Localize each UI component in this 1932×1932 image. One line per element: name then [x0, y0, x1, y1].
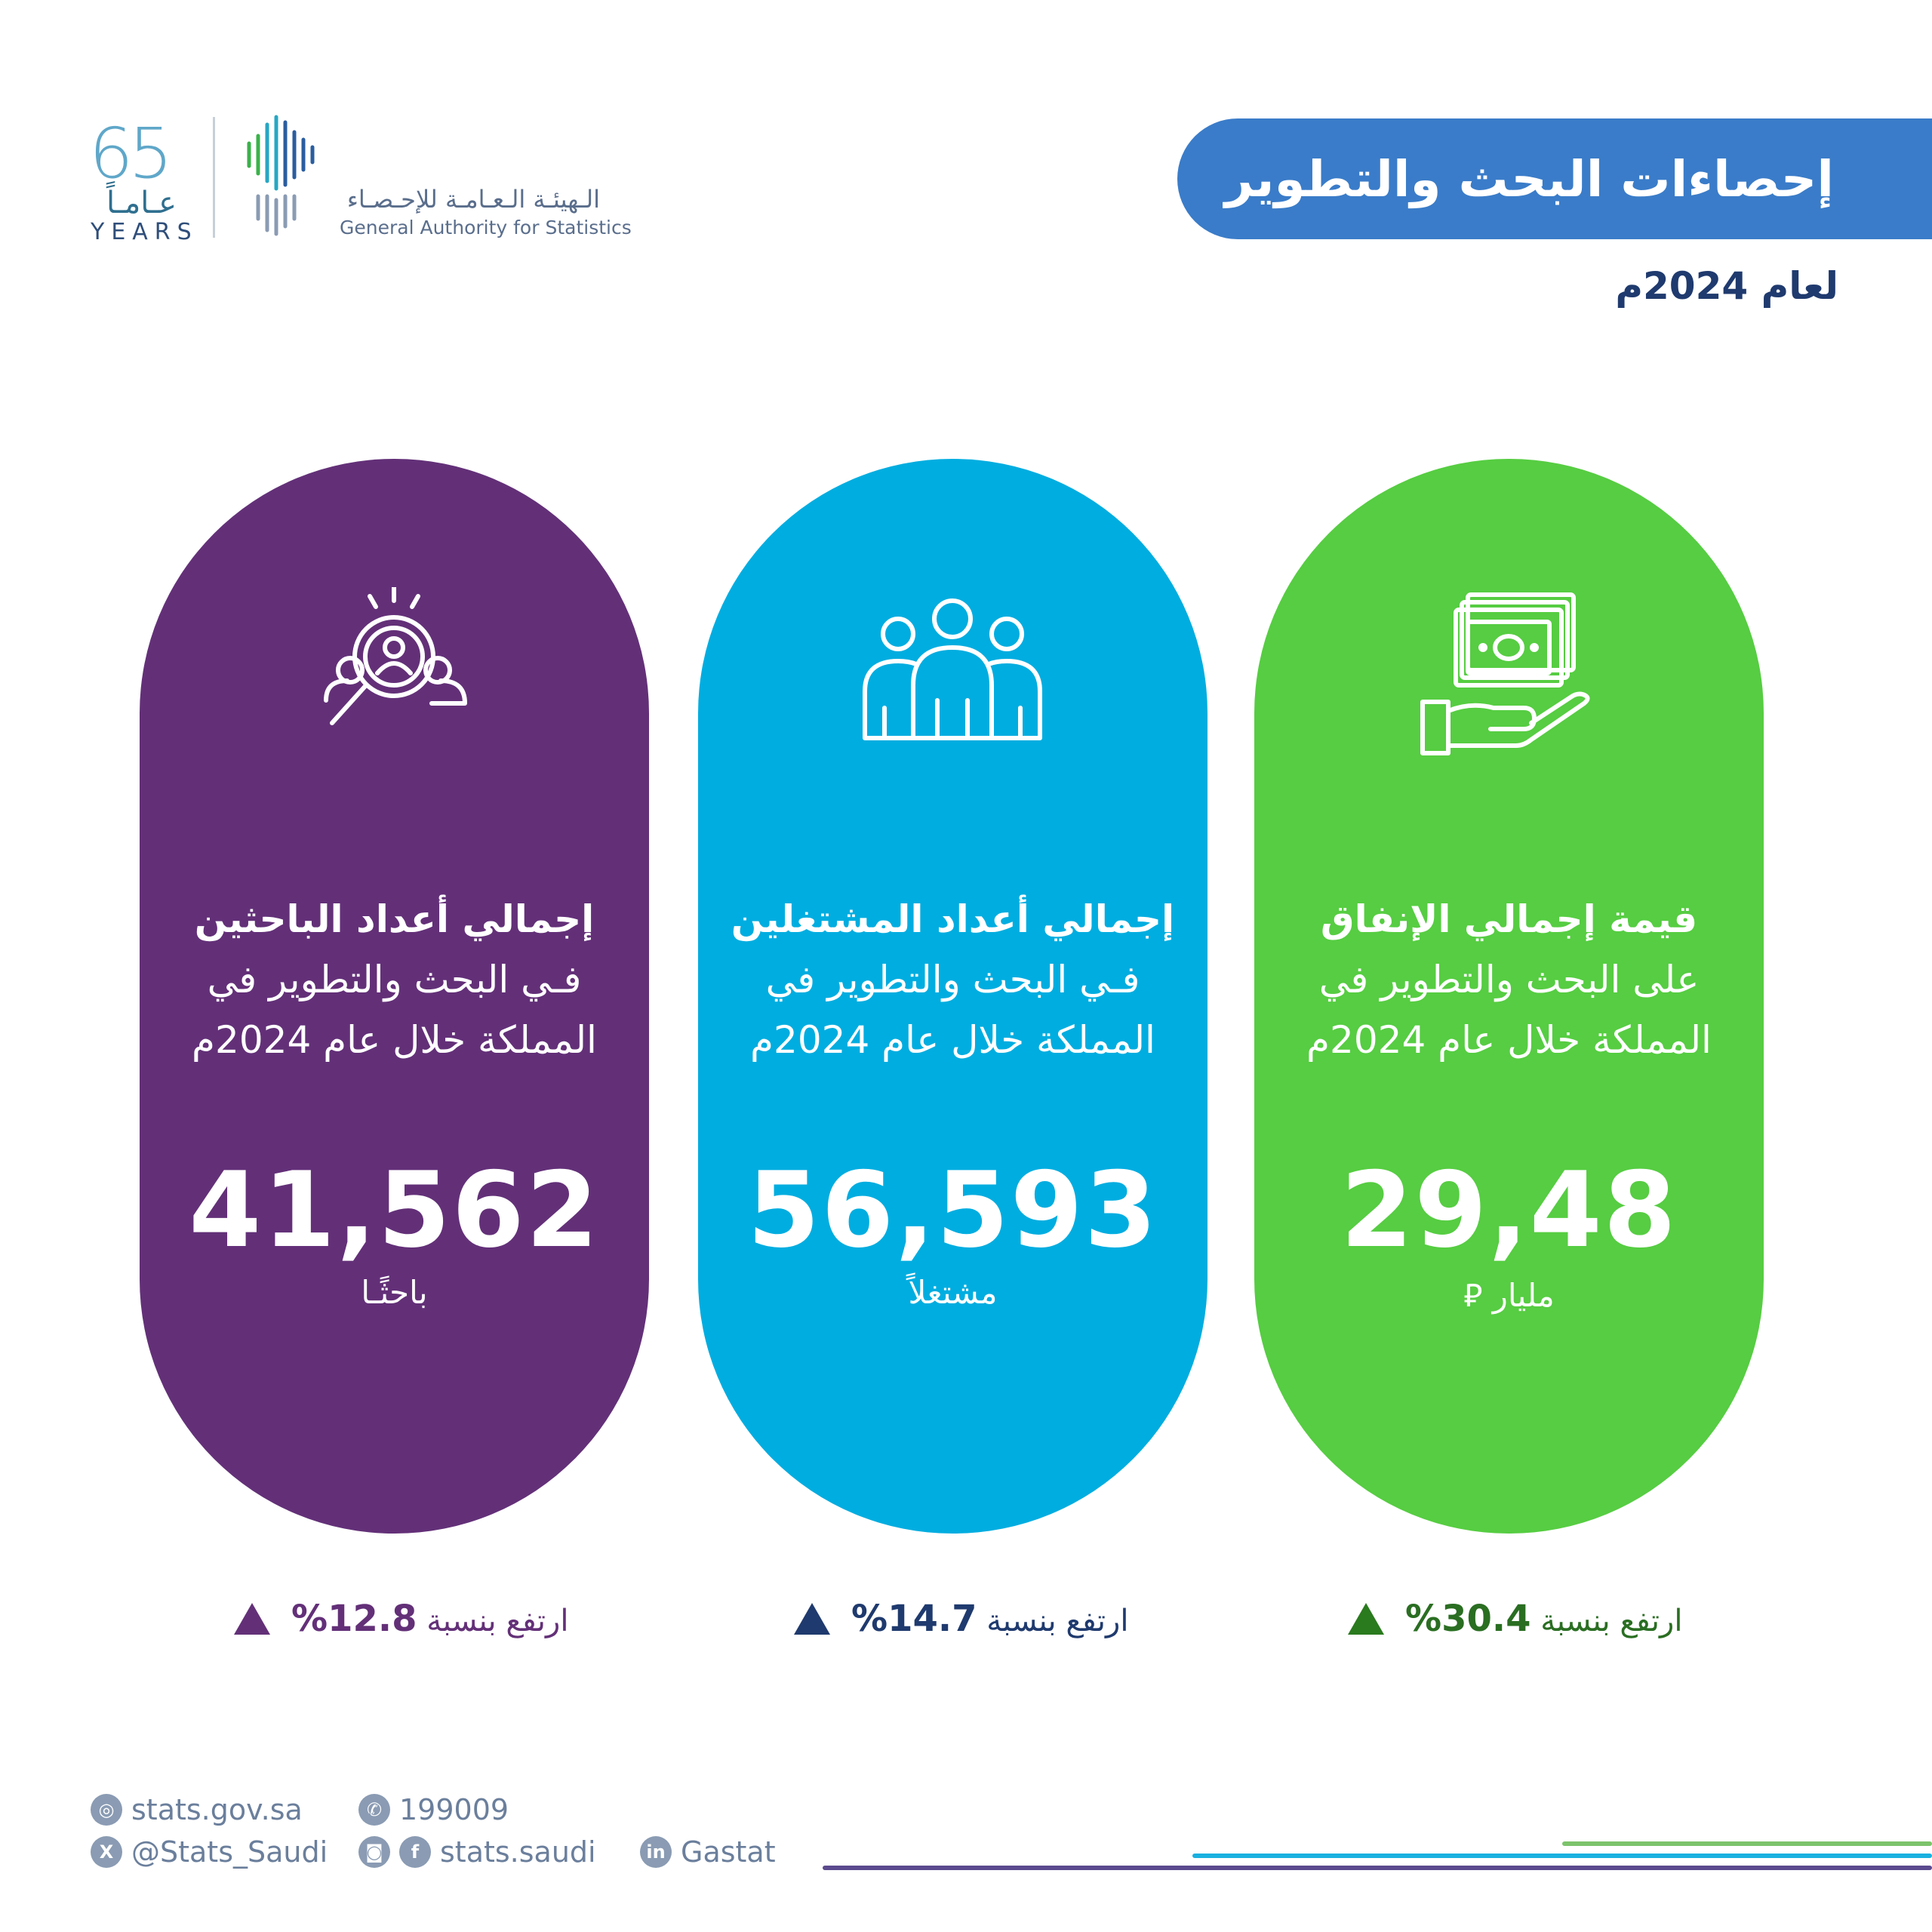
researchers-growth: ارتفع بنسبة 12.8% — [234, 1592, 568, 1645]
growth-text: ارتفع بنسبة 14.7% — [851, 1598, 1128, 1640]
spending-heading: قيمة إجمالي الإنفاق على البحث والتطوير ف… — [1284, 889, 1734, 1070]
footer-line-green — [1562, 1841, 1932, 1846]
employees-heading: إجمالي أعداد المشتغلين فـي البحث والتطوي… — [728, 889, 1177, 1070]
employees-growth: ارتفع بنسبة 14.7% — [794, 1592, 1128, 1645]
researcher-search-icon — [324, 587, 467, 725]
anniversary-years: YEARS — [91, 219, 198, 245]
growth-value: 12.8% — [291, 1598, 417, 1640]
anniversary-number: 65 — [89, 113, 173, 194]
footer-social[interactable]: ◙ f stats.saudi — [358, 1835, 596, 1869]
website-text: stats.gov.sa — [131, 1793, 303, 1826]
logo-divider — [213, 117, 215, 238]
growth-text: ارتفع بنسبة 30.4% — [1405, 1598, 1682, 1640]
spending-unit: مليار ⃁ — [1463, 1277, 1555, 1314]
researchers-unit: باحثًـا — [361, 1274, 428, 1311]
employees-group-icon — [863, 598, 1042, 740]
employees-value: 56,593 — [747, 1149, 1158, 1271]
footer-linkedin[interactable]: in Gastat — [640, 1835, 776, 1869]
footer-x[interactable]: X @Stats_Saudi — [91, 1835, 328, 1869]
footer-line-cyan — [1192, 1854, 1932, 1858]
researchers-value: 41,562 — [189, 1149, 600, 1271]
growth-value: 30.4% — [1405, 1598, 1531, 1640]
phone-text: 199009 — [399, 1793, 509, 1826]
heading-line-1: إجمالي أعداد المشتغلين — [731, 897, 1175, 941]
anniversary-arabic: عـامـاً — [106, 186, 177, 220]
money-hand-icon — [1420, 592, 1590, 755]
employees-unit: مشتغلاً — [908, 1274, 998, 1311]
up-triangle-icon — [794, 1603, 830, 1635]
gastat-wordmark: الـهيئـة الـعـامـة للإحـصـاء General Aut… — [340, 185, 632, 238]
facebook-icon: f — [399, 1836, 431, 1868]
heading-line-3: المملكة خلال عام 2024م — [192, 1018, 597, 1062]
gastat-logo-icon — [247, 115, 315, 236]
social-handle-text: stats.saudi — [440, 1835, 596, 1869]
page-subtitle: لعام 2024م — [1615, 264, 1838, 308]
globe-icon: ◎ — [91, 1794, 122, 1826]
page-title: إحصاءات البحث والتطوير — [1224, 149, 1834, 208]
heading-line-2: فـي البحث والتطوير في — [765, 958, 1140, 1001]
heading-line-2: على البحث والتطوير في — [1318, 958, 1700, 1001]
x-icon: X — [91, 1836, 122, 1868]
growth-label: ارتفع بنسبة — [986, 1604, 1129, 1638]
footer-phone[interactable]: ✆ 199009 — [358, 1793, 509, 1826]
researchers-heading: إجمالي أعداد الباحثين فـي البحث والتطوير… — [170, 889, 619, 1070]
linkedin-text: Gastat — [681, 1835, 776, 1869]
heading-line-3: المملكة خلال عام 2024م — [1306, 1018, 1712, 1062]
employees-card: إجمالي أعداد المشتغلين فـي البحث والتطوي… — [698, 459, 1208, 1534]
anniversary-logo: 65 عـامـاً YEARS — [83, 113, 196, 245]
up-triangle-icon — [234, 1603, 270, 1635]
footer-line-purple — [823, 1866, 1932, 1870]
authority-english: General Authority for Statistics — [340, 217, 632, 238]
up-triangle-icon — [1348, 1603, 1384, 1635]
instagram-icon: ◙ — [358, 1836, 390, 1868]
growth-text: ارتفع بنسبة 12.8% — [291, 1598, 568, 1640]
spending-growth: ارتفع بنسبة 30.4% — [1348, 1592, 1682, 1645]
phone-icon: ✆ — [358, 1794, 390, 1826]
growth-label: ارتفع بنسبة — [426, 1604, 569, 1638]
growth-value: 14.7% — [851, 1598, 977, 1640]
spending-value: 29,48 — [1340, 1149, 1678, 1271]
footer-website[interactable]: ◎ stats.gov.sa — [91, 1793, 303, 1826]
linkedin-icon: in — [640, 1836, 672, 1868]
growth-label: ارتفع بنسبة — [1540, 1604, 1683, 1638]
x-handle-text: @Stats_Saudi — [131, 1835, 328, 1869]
heading-line-1: إجمالي أعداد الباحثين — [194, 897, 595, 941]
authority-arabic: الـهيئـة الـعـامـة للإحـصـاء — [346, 185, 600, 214]
heading-line-3: المملكة خلال عام 2024م — [750, 1018, 1155, 1062]
heading-line-1: قيمة إجمالي الإنفاق — [1320, 897, 1698, 941]
heading-line-2: فـي البحث والتطوير في — [207, 958, 582, 1001]
spending-card: قيمة إجمالي الإنفاق على البحث والتطوير ف… — [1254, 459, 1764, 1534]
researchers-card: إجمالي أعداد الباحثين فـي البحث والتطوير… — [140, 459, 649, 1534]
title-banner: إحصاءات البحث والتطوير — [1177, 118, 1932, 239]
